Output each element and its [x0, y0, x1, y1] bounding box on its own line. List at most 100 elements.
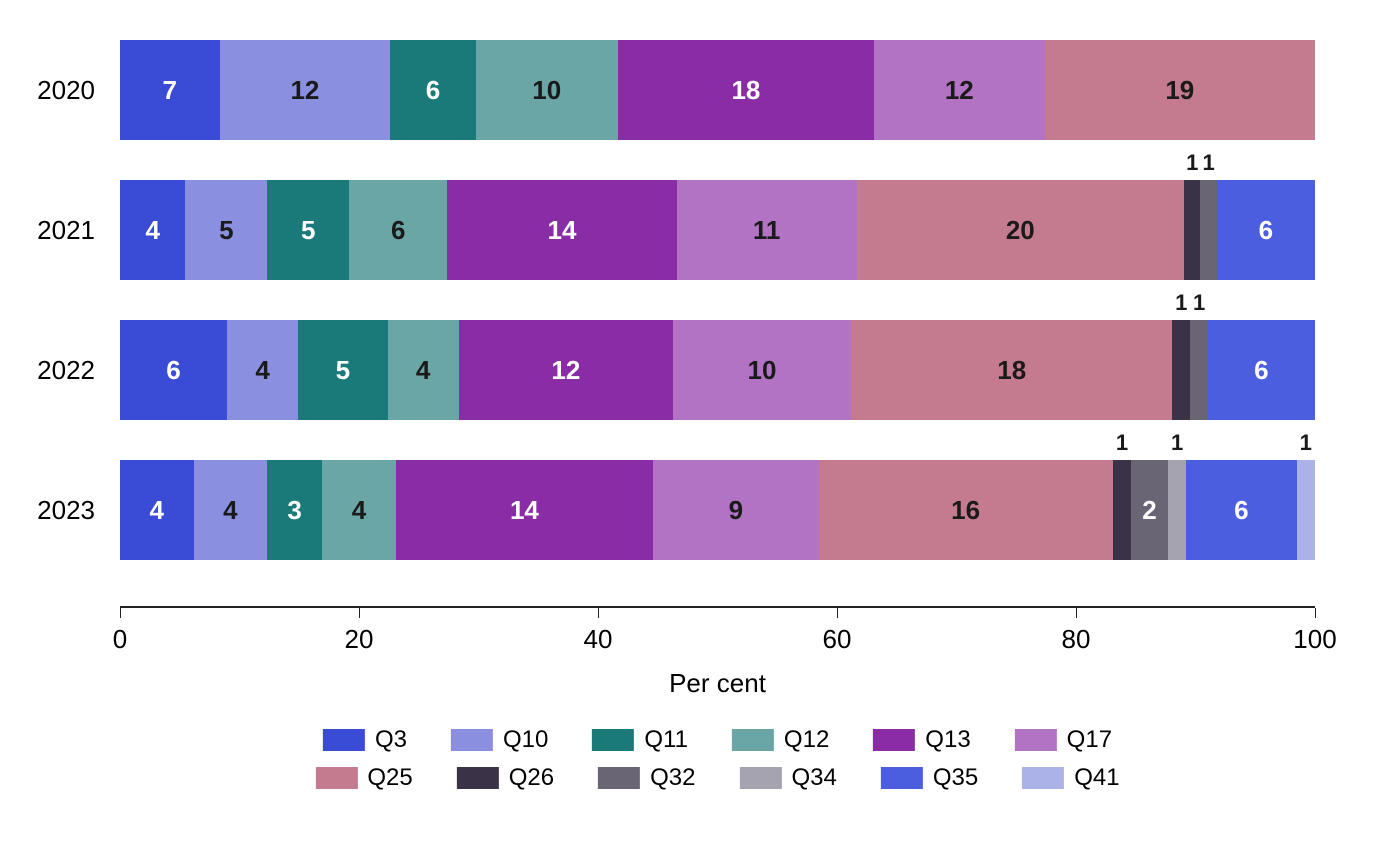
legend-label: Q32	[650, 764, 695, 792]
y-axis-category-label: 2022	[0, 355, 95, 386]
bar-segment	[1297, 460, 1315, 560]
bar-segment: 18	[851, 320, 1172, 420]
bar-segment: 5	[298, 320, 387, 420]
bar-row: 64541210186	[120, 320, 1315, 420]
legend-row: Q25 Q26 Q32 Q34 Q35 Q41	[315, 764, 1119, 792]
bar-segment	[1200, 180, 1216, 280]
bar-segment-label-above: 1	[1186, 150, 1198, 176]
legend-swatch	[323, 729, 365, 751]
x-axis-tick	[359, 608, 360, 618]
legend-item: Q35	[881, 764, 978, 792]
bar-segment: 5	[185, 180, 267, 280]
legend-swatch	[740, 767, 782, 789]
bar-segment	[1113, 460, 1131, 560]
bar-segment: 6	[390, 40, 475, 140]
bar-segment-label-above: 1	[1300, 430, 1312, 456]
bar-segment: 14	[396, 460, 653, 560]
legend-label: Q34	[792, 764, 837, 792]
bar-segment: 3	[267, 460, 322, 560]
x-axis-tick	[837, 608, 838, 618]
plot-area: 7126101812194556141120611645412101861144…	[120, 30, 1315, 600]
bar-segment: 6	[349, 180, 447, 280]
y-axis-category-label: 2020	[0, 75, 95, 106]
bar-segment-label-above: 1	[1175, 290, 1187, 316]
bar-segment: 6	[1186, 460, 1296, 560]
bar-segment	[1190, 320, 1208, 420]
bar-segment: 6	[1208, 320, 1315, 420]
legend-item: Q3	[323, 726, 407, 754]
x-axis-title: Per cent	[669, 668, 766, 699]
bar-segment: 16	[819, 460, 1113, 560]
bar-segment: 6	[1217, 180, 1315, 280]
x-axis-tick	[598, 608, 599, 618]
legend-item: Q11	[592, 726, 688, 754]
legend-label: Q11	[644, 726, 688, 754]
bar-segment: 6	[120, 320, 227, 420]
x-axis-tick-label: 60	[823, 624, 852, 655]
legend-label: Q41	[1074, 764, 1119, 792]
legend-label: Q25	[367, 764, 412, 792]
x-axis-tick-label: 100	[1293, 624, 1336, 655]
legend-item: Q13	[873, 726, 970, 754]
legend-swatch	[873, 729, 915, 751]
bar-segment: 4	[120, 460, 194, 560]
x-axis-tick	[1076, 608, 1077, 618]
stacked-bar-chart: 7126101812194556141120611645412101861144…	[0, 0, 1378, 856]
legend-swatch	[457, 767, 499, 789]
bar-segment: 4	[227, 320, 298, 420]
bar-row: 45561411206	[120, 180, 1315, 280]
y-axis-category-label: 2023	[0, 495, 95, 526]
bar-segment-label-above: 1	[1116, 430, 1128, 456]
legend-label: Q17	[1067, 726, 1112, 754]
legend-swatch	[598, 767, 640, 789]
bar-segment-label-above: 1	[1171, 430, 1183, 456]
bar-segment: 18	[618, 40, 874, 140]
bar-segment	[1172, 320, 1190, 420]
legend-swatch	[881, 767, 923, 789]
bar-segment	[1168, 460, 1186, 560]
legend-label: Q3	[375, 726, 407, 754]
bar-row: 44341491626	[120, 460, 1315, 560]
x-axis-tick-label: 0	[113, 624, 127, 655]
bar-segment: 4	[194, 460, 268, 560]
legend-swatch	[451, 729, 493, 751]
x-axis-line	[120, 606, 1315, 608]
bar-segment	[1184, 180, 1200, 280]
bar-segment: 14	[447, 180, 676, 280]
bar-segment: 4	[120, 180, 185, 280]
x-axis-tick-label: 40	[584, 624, 613, 655]
bar-segment: 11	[677, 180, 857, 280]
legend-item: Q32	[598, 764, 695, 792]
x-axis-tick-label: 80	[1062, 624, 1091, 655]
bar-segment: 4	[322, 460, 396, 560]
legend-item: Q26	[457, 764, 554, 792]
legend-item: Q41	[1022, 764, 1119, 792]
bar-segment: 19	[1045, 40, 1315, 140]
x-axis-tick	[120, 608, 121, 618]
legend-item: Q25	[315, 764, 412, 792]
bar-segment: 12	[874, 40, 1045, 140]
legend-label: Q13	[925, 726, 970, 754]
legend-swatch	[592, 729, 634, 751]
legend-swatch	[1022, 767, 1064, 789]
x-axis-tick-label: 20	[345, 624, 374, 655]
bar-row: 712610181219	[120, 40, 1315, 140]
legend-label: Q26	[509, 764, 554, 792]
legend-label: Q35	[933, 764, 978, 792]
legend-swatch	[315, 767, 357, 789]
legend-label: Q10	[503, 726, 548, 754]
legend-label: Q12	[784, 726, 829, 754]
bar-segment: 10	[476, 40, 618, 140]
legend-item: Q17	[1015, 726, 1112, 754]
legend-item: Q10	[451, 726, 548, 754]
bar-segment: 5	[267, 180, 349, 280]
legend-item: Q34	[740, 764, 837, 792]
bar-segment: 4	[388, 320, 459, 420]
legend-item: Q12	[732, 726, 829, 754]
x-axis-tick	[1315, 608, 1316, 618]
bar-segment-label-above: 1	[1193, 290, 1205, 316]
bar-segment: 12	[459, 320, 673, 420]
legend-swatch	[732, 729, 774, 751]
bar-segment-label-above: 1	[1202, 150, 1214, 176]
legend-swatch	[1015, 729, 1057, 751]
